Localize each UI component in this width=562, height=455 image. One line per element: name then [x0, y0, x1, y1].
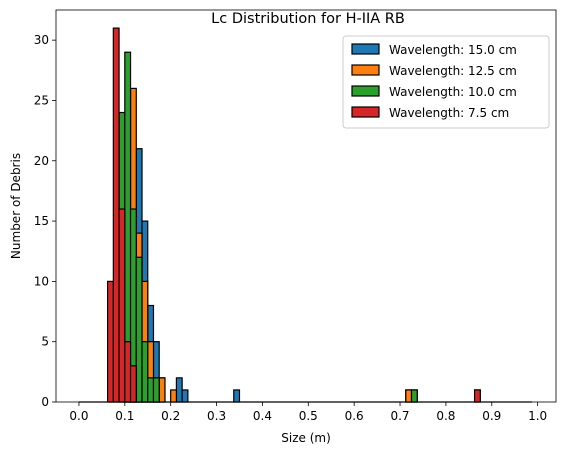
x-axis-ticks: 0.0 0.1 0.2 0.3 0.4 0.5 0.6 0.7 0.8 0.9 1.0 — [69, 402, 547, 423]
bar-series-1-bin-8 — [405, 389, 413, 403]
bar-series-0-bin-7 — [181, 389, 189, 403]
x-axis-label: Size (m) — [281, 431, 331, 445]
bar-series-3-bin-4 — [129, 365, 137, 403]
plot-frame — [55, 9, 557, 403]
y-tick-label: 25 — [34, 93, 49, 107]
x-tick-label: 0.3 — [207, 409, 226, 423]
x-tick-label: 0.5 — [299, 409, 318, 423]
bar-series-0-bin-8 — [233, 389, 241, 403]
bar-series-3-bin-1 — [112, 27, 120, 403]
bar-series-1-bin-7 — [170, 389, 178, 403]
bar-series-3-bin-3 — [124, 341, 132, 403]
x-tick-label: 0.0 — [69, 409, 88, 423]
x-tick-label: 0.4 — [253, 409, 272, 423]
x-tick-label: 0.1 — [115, 409, 134, 423]
x-tick-label: 0.9 — [482, 409, 501, 423]
y-tick-label: 20 — [34, 154, 49, 168]
legend: Wavelength: 15.0 cm Wavelength: 12.5 cm Wa… — [342, 35, 550, 129]
bar-series-2-bin-6 — [152, 377, 160, 403]
bar-series-2-bin-4 — [141, 341, 149, 403]
legend-swatch-0 — [351, 43, 380, 55]
bar-series-2-bin-5 — [147, 377, 155, 403]
bars-group — [107, 27, 481, 403]
y-axis-ticks: 0 5 10 15 20 25 30 — [34, 33, 56, 409]
legend-box — [342, 35, 550, 129]
x-tick-label: 1.0 — [528, 409, 547, 423]
x-tick-label: 0.7 — [390, 409, 409, 423]
y-tick-label: 10 — [34, 274, 49, 288]
bar-series-3-bin-0 — [107, 280, 114, 403]
x-tick-label: 0.8 — [436, 409, 455, 423]
legend-label-2: Wavelength: 10.0 cm — [389, 85, 517, 99]
legend-swatch-1 — [351, 64, 380, 76]
bar-series-1-bin-6 — [158, 377, 166, 403]
bar-series-2-bin-7 — [410, 389, 418, 403]
y-axis-label: Number of Debris — [9, 153, 23, 259]
chart-title: Lc Distribution for H-IIA RB — [211, 11, 405, 27]
bar-series-0-bin-6 — [175, 377, 183, 403]
bar-series-2-bin-3 — [135, 256, 143, 403]
y-tick-label: 5 — [41, 335, 49, 349]
legend-label-1: Wavelength: 12.5 cm — [389, 64, 517, 78]
y-tick-label: 15 — [34, 214, 49, 228]
y-tick-label: 0 — [41, 395, 49, 409]
bar-series-3-bin-5 — [473, 389, 481, 403]
y-tick-label: 30 — [34, 33, 49, 47]
x-tick-label: 0.2 — [161, 409, 180, 423]
bar-series-3-bin-2 — [118, 208, 126, 403]
x-tick-label: 0.6 — [345, 409, 364, 423]
legend-label-0: Wavelength: 15.0 cm — [389, 43, 517, 57]
legend-swatch-2 — [351, 85, 380, 97]
legend-label-3: Wavelength: 7.5 cm — [389, 106, 509, 120]
legend-swatch-3 — [351, 106, 380, 118]
